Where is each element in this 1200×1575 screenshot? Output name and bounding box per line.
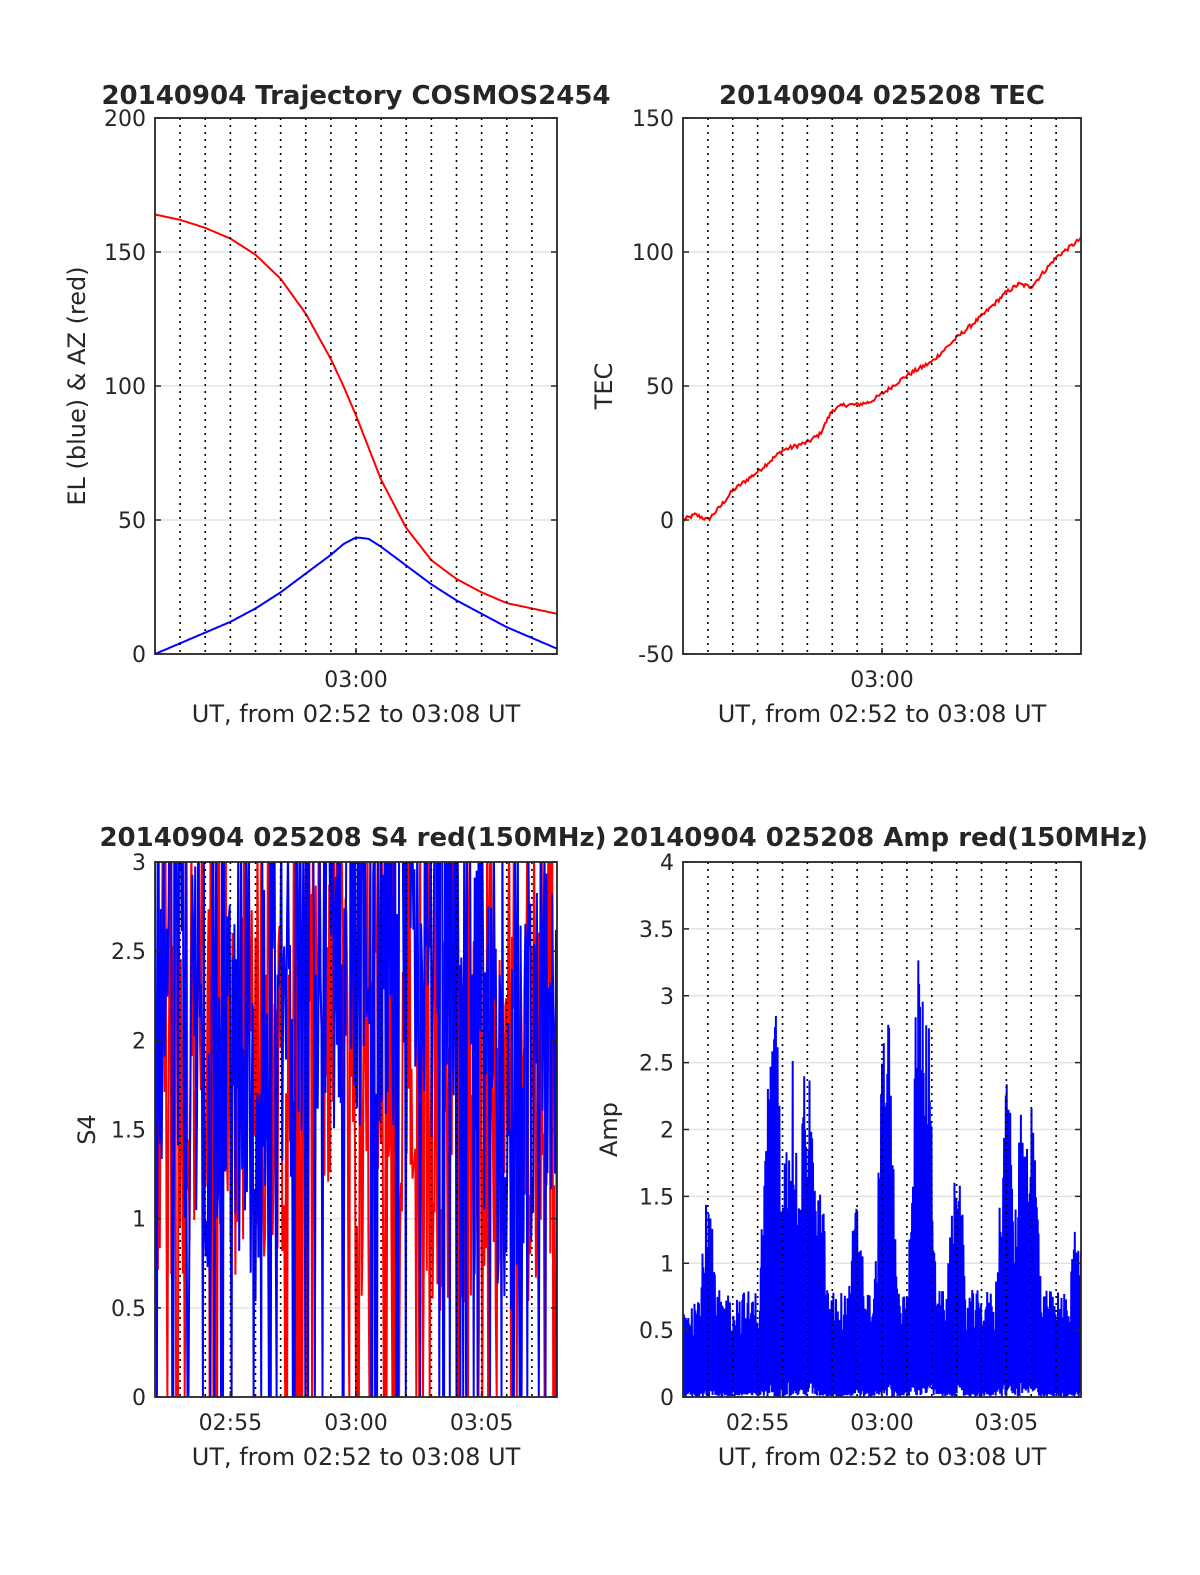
y-tick-label: 150 (104, 241, 146, 266)
y-tick-label: 0 (132, 1386, 146, 1411)
x-tick-label: 03:00 (850, 668, 913, 693)
y-tick-label: 100 (632, 241, 674, 266)
y-tick-label: 3 (660, 985, 674, 1010)
y-tick-label: 1.5 (111, 1119, 146, 1144)
y-tick-label: 2 (660, 1119, 674, 1144)
y-tick-label: 2.5 (639, 1052, 674, 1077)
y-axis-label: EL (blue) & AZ (red) (63, 266, 91, 505)
y-tick-label: 3 (132, 851, 146, 876)
chart-title: 20140904 025208 TEC (719, 81, 1045, 111)
chart-title: 20140904 Trajectory COSMOS2454 (101, 81, 610, 111)
y-tick-label: 200 (104, 107, 146, 132)
y-tick-label: 150 (632, 107, 674, 132)
y-tick-label: 1 (660, 1252, 674, 1277)
x-axis-label: UT, from 02:52 to 03:08 UT (192, 1443, 521, 1471)
x-tick-label: 03:00 (850, 1411, 913, 1436)
y-tick-label: 0 (660, 509, 674, 534)
x-tick-label: 03:05 (450, 1411, 513, 1436)
y-tick-label: 50 (118, 509, 146, 534)
x-axis-label: UT, from 02:52 to 03:08 UT (192, 700, 521, 728)
y-tick-label: 0.5 (639, 1319, 674, 1344)
y-tick-label: -50 (638, 643, 674, 668)
x-tick-label: 03:00 (324, 1411, 387, 1436)
x-axis-label: UT, from 02:52 to 03:08 UT (718, 700, 1047, 728)
amp-chart: 0 0.5 1 1.5 2 2.5 3 3.5 4 02:55 03:00 03:05 20140904… (595, 823, 1148, 1471)
plot-area (683, 960, 1081, 1397)
y-tick-label: 0 (132, 643, 146, 668)
y-tick-label: 1 (132, 1208, 146, 1233)
y-tick-label: 0 (660, 1386, 674, 1411)
y-tick-label: 1.5 (639, 1185, 674, 1210)
y-axis-label: Amp (595, 1102, 623, 1157)
y-tick-label: 0.5 (111, 1297, 146, 1322)
amp-series-0 (683, 960, 1081, 1397)
y-tick-label: 2 (132, 1029, 146, 1054)
chart-title: 20140904 025208 Amp red(150MHz) (612, 823, 1148, 853)
trajectory-series-0 (155, 213, 557, 615)
x-tick-label: 03:05 (975, 1411, 1038, 1436)
plot-area (155, 213, 557, 654)
x-tick-label: 02:55 (199, 1411, 262, 1436)
y-tick-label: 2.5 (111, 940, 146, 965)
s4-chart: 0 0.5 1 1.5 2 2.5 3 02:55 03:00 03:05 20140904 025… (73, 823, 607, 1471)
y-tick-label: 4 (660, 851, 674, 876)
y-axis-label: TEC (590, 363, 618, 411)
x-tick-label: 03:00 (324, 668, 387, 693)
x-tick-label: 02:55 (726, 1411, 789, 1436)
x-axis-label: UT, from 02:52 to 03:08 UT (718, 1443, 1047, 1471)
y-tick-label: 3.5 (639, 918, 674, 943)
tec-chart: -50 0 50 100 150 03:00 20140904 025208 TEC UT, … (590, 81, 1082, 728)
trajectory-chart: 0 50 100 150 200 03:00 20140904 Trajectory COS… (63, 81, 611, 728)
y-tick-label: 100 (104, 375, 146, 400)
trajectory-series-1 (155, 536, 557, 654)
y-tick-label: 50 (646, 375, 674, 400)
chart-title: 20140904 025208 S4 red(150MHz) (99, 823, 606, 853)
y-axis-label: S4 (73, 1114, 101, 1145)
